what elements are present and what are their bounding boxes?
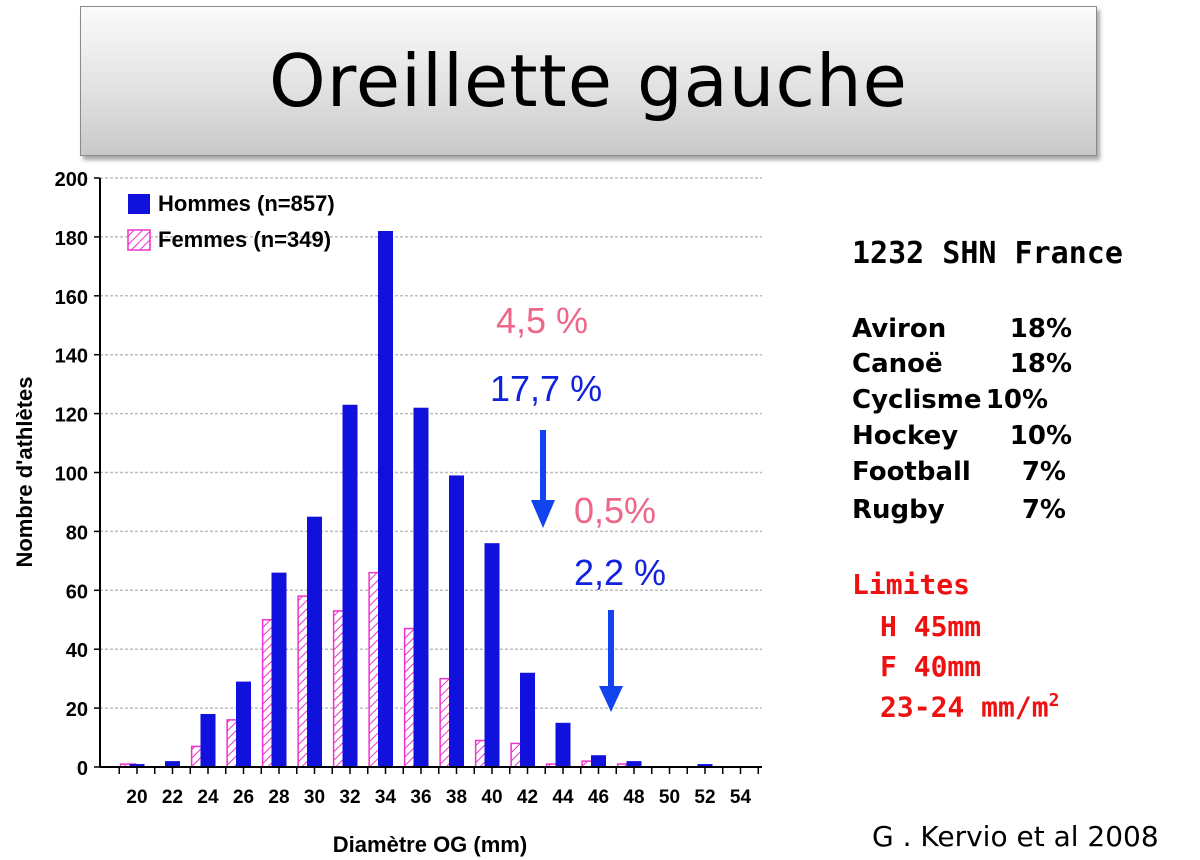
y-tick-label: 120 bbox=[55, 405, 88, 427]
sport-pct: 18% bbox=[1009, 314, 1072, 344]
legend-swatch-femmes bbox=[127, 229, 151, 251]
chart-legend: Hommes (n=857) Femmes (n=349) bbox=[127, 191, 335, 252]
limit-hommes: H 45mm bbox=[880, 610, 982, 643]
y-axis-label: Nombre d'athlètes bbox=[12, 376, 37, 567]
bar-hommes bbox=[342, 404, 358, 767]
x-tick-label: 36 bbox=[410, 787, 431, 808]
x-tick-label: 40 bbox=[481, 787, 502, 808]
bar-hommes bbox=[520, 672, 535, 767]
bar-hommes bbox=[449, 475, 464, 767]
slide-title: Oreillette gauche bbox=[269, 39, 908, 123]
x-tick-label: 46 bbox=[588, 787, 609, 808]
sport-row: Rugby 7% bbox=[852, 495, 1066, 529]
sport-pct: 7% bbox=[1021, 495, 1066, 525]
sport-pct: 10% bbox=[985, 385, 1048, 415]
sport-name: Football bbox=[852, 457, 971, 487]
x-axis-label: Diamètre OG (mm) bbox=[333, 832, 527, 857]
bar-hommes bbox=[697, 764, 713, 767]
bar-hommes bbox=[626, 761, 642, 767]
sport-pct: 18% bbox=[1009, 349, 1072, 379]
limit-indexed-text: 23-24 mm/m bbox=[880, 690, 1049, 724]
x-tick-label: 44 bbox=[552, 787, 574, 808]
sport-name: Rugby bbox=[852, 495, 945, 525]
x-tick-label: 48 bbox=[623, 787, 644, 808]
annotation-hommes-40: 2,2 % bbox=[574, 552, 667, 593]
annotation-femmes-45: 4,5 % bbox=[496, 300, 589, 341]
bar-hommes bbox=[200, 713, 216, 767]
citation: G . Kervio et al 2008 bbox=[872, 820, 1159, 853]
x-tick-label: 38 bbox=[446, 787, 467, 808]
y-tick-label: 0 bbox=[77, 758, 88, 780]
bar-hommes bbox=[484, 543, 500, 767]
x-tick-label: 42 bbox=[517, 787, 538, 808]
sport-row: Aviron 18% bbox=[852, 314, 1072, 348]
annotation-hommes-45: 17,7 % bbox=[490, 368, 603, 409]
y-tick-label: 200 bbox=[55, 169, 88, 191]
sport-pct: 7% bbox=[1021, 457, 1066, 487]
x-tick-label: 30 bbox=[304, 787, 325, 808]
limit-femmes: F 40mm bbox=[880, 650, 982, 683]
legend-label-femmes: Femmes (n=349) bbox=[158, 227, 331, 252]
y-tick-label: 80 bbox=[66, 522, 88, 544]
bar-hommes bbox=[378, 231, 393, 767]
x-tick-label: 50 bbox=[659, 787, 680, 808]
x-tick-label: 20 bbox=[126, 787, 147, 808]
limit-indexed: 23-24 mm/m2 bbox=[880, 690, 1059, 723]
arrow-down-icon bbox=[599, 610, 623, 712]
y-tick-label: 140 bbox=[55, 346, 88, 368]
sport-row: Canoë 18% bbox=[852, 349, 1072, 383]
x-tick-label: 34 bbox=[375, 787, 397, 808]
bar-hommes bbox=[271, 572, 287, 767]
y-tick-label: 160 bbox=[55, 287, 88, 309]
sport-row: Football 7% bbox=[852, 457, 1066, 491]
annotation-femmes-40: 0,5% bbox=[574, 490, 657, 531]
x-tick-label: 32 bbox=[339, 787, 360, 808]
sport-name: Aviron bbox=[852, 314, 947, 344]
x-tick-label: 54 bbox=[730, 787, 752, 808]
limit-indexed-sup: 2 bbox=[1048, 690, 1060, 711]
bar-hommes bbox=[165, 761, 180, 767]
y-tick-label: 60 bbox=[66, 581, 88, 603]
sport-name: Cyclisme bbox=[852, 385, 982, 415]
sport-name: Hockey bbox=[852, 421, 959, 451]
title-banner: Oreillette gauche bbox=[80, 6, 1097, 156]
sport-row: Hockey 10% bbox=[852, 421, 1072, 455]
x-tick-label: 24 bbox=[197, 787, 219, 808]
legend-label-hommes: Hommes (n=857) bbox=[158, 191, 335, 216]
limits-heading: Limites bbox=[852, 568, 971, 601]
sport-name: Canoë bbox=[852, 349, 943, 379]
histogram-chart: 0 20 40 60 80 100 120 140 160 180 200 20 22 24 26 28 30 3… bbox=[12, 169, 762, 857]
cohort-title: 1232 SHN France bbox=[852, 236, 1123, 271]
y-tick-label: 100 bbox=[55, 464, 88, 486]
x-tick-label: 52 bbox=[694, 787, 715, 808]
sport-row: Cyclisme 10% bbox=[852, 385, 1048, 419]
bar-hommes bbox=[236, 681, 251, 767]
bar-hommes bbox=[307, 516, 322, 767]
legend-swatch-hommes bbox=[128, 194, 150, 214]
y-tick-label: 180 bbox=[55, 228, 88, 250]
bar-hommes bbox=[555, 722, 571, 767]
bar-hommes bbox=[591, 755, 606, 767]
arrow-down-icon bbox=[531, 430, 555, 528]
bar-hommes bbox=[129, 764, 145, 767]
x-tick-label: 22 bbox=[162, 787, 183, 808]
bar-hommes bbox=[413, 407, 429, 767]
x-tick-label: 26 bbox=[233, 787, 254, 808]
y-tick-label: 40 bbox=[66, 640, 88, 662]
x-tick-label: 28 bbox=[268, 787, 289, 808]
sport-pct: 10% bbox=[1009, 421, 1072, 451]
y-tick-label: 20 bbox=[66, 699, 88, 721]
